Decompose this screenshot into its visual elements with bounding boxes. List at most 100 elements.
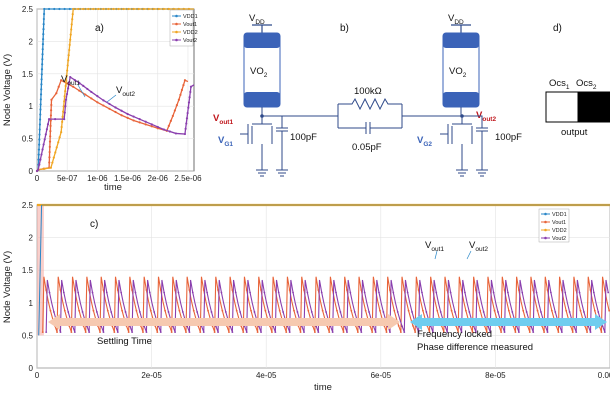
panel-c-vout2-data-point bbox=[421, 291, 423, 294]
panel-a-data-point bbox=[69, 38, 72, 41]
panel-c-vout1-data-point bbox=[164, 309, 166, 312]
panel-a-data-point bbox=[41, 48, 44, 51]
panel-a-data-point bbox=[38, 118, 42, 121]
panel-a-legend-label: Vout2 bbox=[183, 38, 197, 44]
panel-c-ytick-label: 1.5 bbox=[22, 266, 34, 275]
panel-c-vout2-data-point bbox=[392, 291, 395, 294]
panel-a-data-point bbox=[49, 135, 52, 138]
panel-a-data-point bbox=[37, 158, 40, 161]
panel-a-data-point bbox=[138, 118, 141, 121]
panel-c-vout1-data-point bbox=[474, 289, 477, 291]
panel-c-xtick-label: 2e-05 bbox=[141, 371, 162, 380]
panel-c-vout1-data-point bbox=[250, 309, 252, 312]
panel-a-data-point bbox=[102, 7, 105, 11]
panel-a-data-point bbox=[40, 83, 43, 86]
panel-c-vout2-data-point bbox=[575, 331, 578, 334]
panel-c-plot-area bbox=[36, 204, 610, 369]
panel-c-vout2-data-point bbox=[578, 291, 581, 294]
coupling-capacitor-label: 0.05pF bbox=[352, 142, 382, 153]
panel-c-vout1-data-point bbox=[379, 309, 381, 312]
panel-c-legend-label: VDD1 bbox=[552, 212, 567, 218]
panel-c-vout1-data-point bbox=[59, 289, 62, 291]
panel-c-vout1-data-point bbox=[532, 289, 535, 291]
panel-a-data-point bbox=[132, 119, 135, 122]
panel-c-vout1-data-point bbox=[579, 309, 582, 312]
panel-a-data-point bbox=[67, 54, 70, 57]
panel-a-data-point bbox=[49, 114, 53, 117]
ground-right bbox=[456, 169, 468, 177]
panel-a-data-point bbox=[50, 103, 53, 107]
panel-a-data-point bbox=[42, 12, 46, 16]
panel-c-vout2-data-point bbox=[368, 311, 370, 313]
vo2-left-bottom-electrode bbox=[244, 92, 280, 107]
panel-c-vout2-data-point bbox=[320, 291, 323, 294]
panel-c-vout2-data-point bbox=[460, 331, 463, 334]
panel-a-data-point bbox=[65, 92, 69, 96]
panel-c-vout1-data-point bbox=[471, 331, 474, 334]
panel-c-vout2-data-point bbox=[317, 331, 320, 334]
panel-c-anno-vout2-pointer bbox=[466, 250, 472, 260]
panel-c-vout1-data-point bbox=[485, 331, 488, 334]
panel-c-vout1-data-point bbox=[575, 289, 577, 291]
panel-c-vout1-data-point bbox=[336, 309, 338, 312]
panel-c-vout1-data-point bbox=[106, 309, 109, 312]
panel-a-data-point bbox=[41, 43, 45, 46]
panel-a-data-point bbox=[42, 143, 45, 146]
panel-c-vout2-data-point bbox=[446, 331, 449, 334]
panel-a-anno-vout1-sub: out1 bbox=[67, 80, 80, 87]
panel-c-vout1-data-point bbox=[145, 289, 148, 291]
panel-c-vout2-data-point bbox=[196, 311, 199, 313]
panel-b-label: b) bbox=[340, 23, 349, 34]
panel-a-data-point bbox=[108, 107, 111, 110]
panel-c-vout2-data-point bbox=[411, 311, 413, 313]
panel-a-data-point bbox=[49, 119, 52, 122]
panel-a-data-point bbox=[40, 78, 43, 81]
panel-a-data-point bbox=[46, 123, 50, 126]
panel-a-data-point bbox=[182, 84, 185, 87]
panel-c-vout1-data-point bbox=[70, 331, 73, 334]
panel-c-vout2-data-point bbox=[303, 331, 305, 334]
panel-c-vout2-data-point bbox=[432, 331, 434, 334]
panel-c-vout1-data-point bbox=[174, 289, 176, 291]
panel-a-data-point bbox=[64, 105, 67, 108]
panel-c-vout2-data-point bbox=[131, 331, 134, 334]
panel-c-vout1-data-point bbox=[507, 309, 510, 312]
panel-a-data-point bbox=[68, 48, 71, 52]
panel-a-data-point bbox=[63, 118, 66, 121]
panel-a-legend: VDD1 Vout1 VDD2 Vout2 bbox=[169, 9, 198, 47]
panel-c-vout2-data-point bbox=[521, 291, 524, 294]
panel-a-data-point bbox=[162, 7, 165, 11]
panel-a-data-point bbox=[126, 116, 129, 119]
panel-c-vout2-data-point bbox=[296, 311, 299, 313]
panel-a-data-point bbox=[90, 90, 93, 94]
panel-a-data-point bbox=[63, 7, 66, 11]
panel-c-vout2-data-point bbox=[310, 311, 313, 313]
panel-c-vout2-data-point bbox=[546, 331, 549, 334]
frequency-locked-arrow bbox=[410, 314, 607, 330]
panel-a-data-point bbox=[152, 7, 155, 11]
panel-a-data-point bbox=[64, 84, 67, 88]
panel-c-vout2-data-point bbox=[95, 311, 98, 313]
panel-a-data-point bbox=[64, 89, 67, 93]
panel-c-vout2-data-point bbox=[417, 331, 420, 334]
panel-c-vout2-data-point bbox=[306, 291, 309, 294]
panel-c-vout2-data-point bbox=[511, 311, 514, 313]
panel-a-data-point bbox=[185, 117, 189, 120]
panel-a-data-point bbox=[96, 95, 99, 98]
panel-c-vout1-data-point bbox=[178, 309, 181, 312]
panel-a-legend-box bbox=[169, 9, 194, 47]
panel-c-legend-marker bbox=[544, 236, 547, 240]
panel-a-data-point bbox=[173, 109, 176, 112]
panel-c-vout2-data-point bbox=[335, 291, 337, 294]
panel-c-vout2-data-point bbox=[603, 331, 606, 334]
panel-c-chart: 02e-054e-056e-058e-050.000100.511.522.5 … bbox=[2, 201, 610, 393]
panel-a-data-point bbox=[39, 93, 43, 96]
panel-c-vout1-data-point bbox=[593, 309, 596, 312]
panel-c-vout1-data-point bbox=[371, 331, 374, 334]
panel-a-data-point bbox=[86, 87, 89, 91]
panel-c-vout2-data-point bbox=[349, 291, 352, 294]
panel-c-vout2-data-point bbox=[597, 311, 600, 313]
panel-c-vout1-data-point bbox=[374, 289, 377, 291]
panel-a-data-point bbox=[39, 103, 42, 106]
panel-a-data-point bbox=[73, 78, 76, 82]
